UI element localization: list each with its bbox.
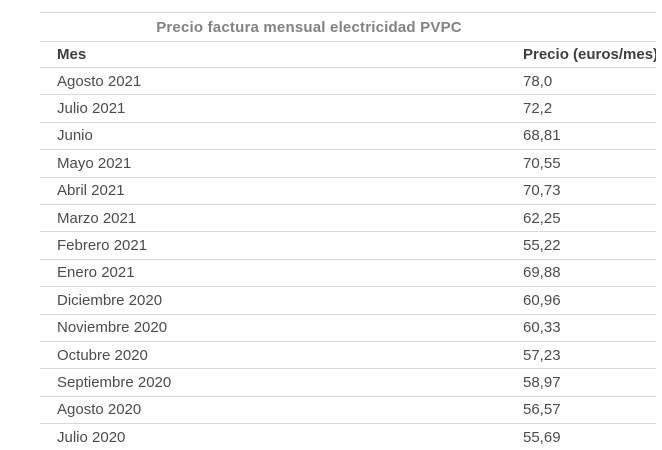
cell-precio: 60,96 (523, 291, 561, 309)
pvpc-price-table: Precio factura mensual electricidad PVPC… (40, 12, 656, 450)
cell-mes: Noviembre 2020 (57, 319, 168, 337)
cell-mes: Marzo 2021 (57, 209, 137, 227)
cell-mes: Agosto 2021 (57, 72, 142, 90)
column-header-precio: Precio (euros/mes) (523, 46, 656, 63)
cell-mes: Julio 2021 (57, 100, 126, 118)
table-row: Julio 2021 72,2 (40, 94, 656, 121)
table-row: Mayo 2021 70,55 (40, 149, 656, 176)
cell-precio: 58,97 (523, 373, 561, 391)
table-body: Agosto 2021 78,0 Julio 2021 72,2 Junio 68,81 M… (40, 67, 656, 450)
table-row: Septiembre 2020 58,97 (40, 368, 656, 395)
cell-precio: 68,81 (523, 127, 561, 145)
cell-mes: Julio 2020 (57, 428, 126, 446)
table-header-row: Mes Precio (euros/mes) (40, 41, 656, 67)
cell-mes: Febrero 2021 (57, 237, 148, 255)
table-title: Precio factura mensual electricidad PVPC (40, 12, 656, 41)
table-row: Enero 2021 69,88 (40, 258, 656, 286)
table-row: Marzo 2021 62,25 (40, 203, 656, 231)
cell-precio: 78,0 (523, 72, 553, 90)
table-row: Abril 2021 70,73 (40, 176, 656, 204)
cell-precio: 55,22 (523, 237, 561, 255)
cell-precio: 70,55 (523, 154, 561, 172)
cell-mes: Abril 2021 (57, 182, 125, 200)
cell-precio: 70,73 (523, 182, 561, 200)
cell-precio: 56,57 (523, 401, 561, 419)
cell-mes: Octubre 2020 (57, 346, 148, 364)
table-row: Junio 68,81 (40, 121, 656, 149)
table-row: Diciembre 2020 60,96 (40, 286, 656, 313)
cell-precio: 69,88 (523, 264, 561, 282)
cell-mes: Septiembre 2020 (57, 373, 172, 391)
table-row: Noviembre 2020 60,33 (40, 313, 656, 341)
cell-precio: 62,25 (523, 209, 561, 227)
cell-precio: 60,33 (523, 319, 561, 337)
table-row: Julio 2020 55,69 (40, 423, 656, 450)
cell-mes: Junio (57, 127, 93, 145)
cell-precio: 55,69 (523, 428, 561, 446)
table-row: Octubre 2020 57,23 (40, 340, 656, 368)
cell-precio: 57,23 (523, 346, 561, 364)
cell-mes: Enero 2021 (57, 264, 135, 282)
table-row: Febrero 2021 55,22 (40, 231, 656, 258)
cell-mes: Mayo 2021 (57, 154, 132, 172)
table-row: Agosto 2021 78,0 (40, 67, 656, 94)
cell-mes: Agosto 2020 (57, 401, 142, 419)
column-header-mes: Mes (57, 46, 87, 63)
cell-precio: 72,2 (523, 100, 553, 118)
cell-mes: Diciembre 2020 (57, 291, 163, 309)
table-row: Agosto 2020 56,57 (40, 395, 656, 423)
